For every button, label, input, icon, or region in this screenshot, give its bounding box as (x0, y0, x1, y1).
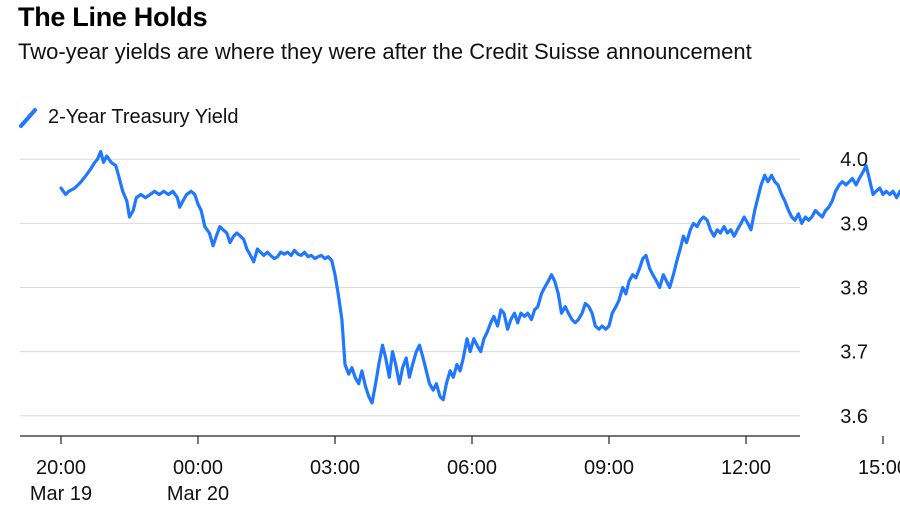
y-tick-label: 3.8 (840, 278, 868, 300)
grid-lines (20, 158, 800, 417)
x-tick-sublabel: Mar 20 (167, 483, 229, 505)
x-tick-label: 15:00 (858, 457, 900, 479)
y-tick-label: 3.6 (840, 406, 868, 428)
x-tick-sublabel: Mar 19 (30, 483, 92, 505)
y-tick-label: 3.9 (840, 213, 868, 235)
x-axis: 20:00 Mar 19 00:00 Mar 20 03:00 06:00 09:00 12:… (20, 435, 900, 505)
x-tick-label: 06:00 (447, 457, 497, 479)
x-tick-label: 20:00 (36, 457, 86, 479)
series-line-2yr-treasury (59, 149, 900, 405)
y-axis-labels: 3.6 3.7 3.8 3.9 4.0 (840, 149, 868, 428)
legend-label: 2-Year Treasury Yield (48, 106, 239, 128)
chart-legend: 2-Year Treasury Yield (18, 106, 238, 129)
x-tick-label: 00:00 (173, 457, 223, 479)
x-tick-label: 12:00 (721, 457, 771, 479)
legend-line-icon (19, 107, 37, 128)
y-tick-label: 3.7 (840, 342, 868, 364)
x-tick-label: 09:00 (584, 457, 634, 479)
x-tick-label: 03:00 (310, 457, 360, 479)
chart-subtitle: Two-year yields are where they were afte… (18, 39, 752, 64)
y-tick-label: 4.0 (840, 149, 868, 171)
chart-title: The Line Holds (18, 2, 208, 32)
series-layer (59, 149, 900, 405)
